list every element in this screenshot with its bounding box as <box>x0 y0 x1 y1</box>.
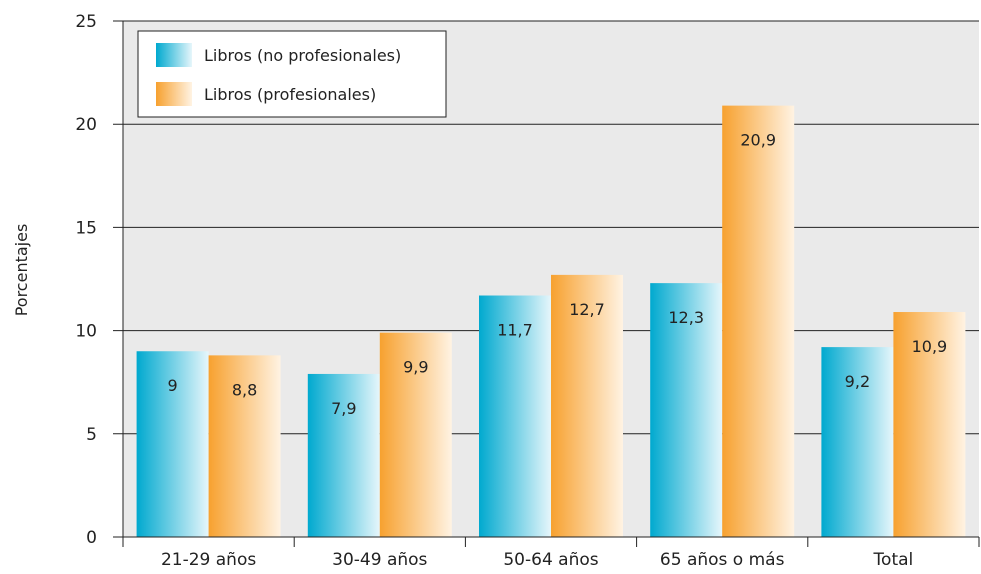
legend-swatch-no-profesionales <box>156 43 192 67</box>
y-tick-labels: 0 5 10 15 20 25 <box>75 12 97 548</box>
x-tick-label: 30-49 años <box>332 550 427 570</box>
bar-value-label: 11,7 <box>497 321 533 340</box>
legend-swatch-profesionales <box>156 82 192 106</box>
bar-value-label: 7,9 <box>331 399 356 418</box>
bar-profesionales <box>722 105 795 538</box>
legend-label-profesionales: Libros (profesionales) <box>204 85 376 104</box>
y-tick-label: 20 <box>75 115 97 135</box>
legend: Libros (no profesionales) Libros (profes… <box>137 30 447 118</box>
axes <box>113 21 980 547</box>
bars-group: 9 8,8 7,9 9,9 11,7 12,7 12,3 20,9 9,2 10,9 <box>136 105 966 538</box>
y-tick-label: 15 <box>75 218 97 238</box>
x-tick-labels: 21-29 años 30-49 años 50-64 años 65 años o … <box>161 550 913 570</box>
x-tick-label: 65 años o más <box>660 550 785 570</box>
y-tick-label: 10 <box>75 322 97 342</box>
y-axis-title: Porcentajes <box>12 224 31 317</box>
bar-value-label: 9,2 <box>845 372 870 391</box>
y-tick-label: 5 <box>86 425 97 445</box>
x-tick-label: 21-29 años <box>161 550 256 570</box>
bar-profesionales <box>208 355 281 537</box>
bar-value-label: 8,8 <box>232 380 257 399</box>
y-tick-label: 25 <box>75 12 97 32</box>
bar-no-profesionales <box>479 295 551 537</box>
bar-value-label: 9 <box>168 376 178 395</box>
bar-profesionales <box>893 312 966 537</box>
y-tick-label: 0 <box>86 528 97 548</box>
x-tick-label: Total <box>873 550 914 570</box>
bar-value-label: 10,9 <box>912 337 948 356</box>
bar-value-label: 12,7 <box>569 300 605 319</box>
legend-label-no-profesionales: Libros (no profesionales) <box>204 46 401 65</box>
bar-value-label: 9,9 <box>403 358 428 377</box>
bar-profesionales <box>551 274 623 537</box>
bar-no-profesionales <box>650 283 723 537</box>
bar-no-profesionales <box>307 373 380 537</box>
bar-value-label: 12,3 <box>668 308 704 327</box>
x-tick-label: 50-64 años <box>503 550 598 570</box>
bar-no-profesionales <box>821 347 894 537</box>
bar-profesionales <box>379 332 452 537</box>
bar-value-label: 20,9 <box>740 131 776 150</box>
bar-no-profesionales <box>136 351 209 537</box>
